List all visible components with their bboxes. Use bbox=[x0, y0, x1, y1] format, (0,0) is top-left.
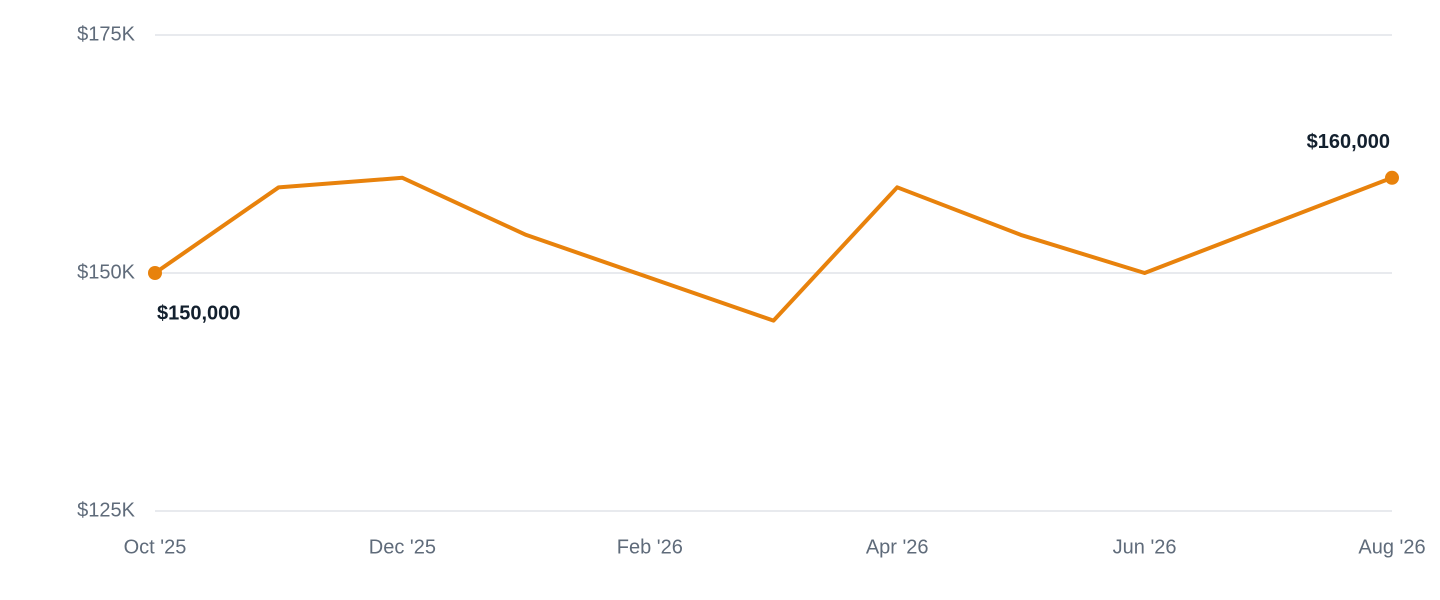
x-tick-label: Dec '25 bbox=[369, 536, 436, 558]
x-tick-label: Aug '26 bbox=[1358, 536, 1425, 558]
y-tick-label: $125K bbox=[77, 499, 135, 521]
x-tick-label: Apr '26 bbox=[866, 536, 929, 558]
x-tick-label: Oct '25 bbox=[124, 536, 187, 558]
point bbox=[148, 266, 162, 280]
value-label: $150,000 bbox=[157, 302, 240, 324]
x-tick-label: Jun '26 bbox=[1113, 536, 1177, 558]
y-tick-label: $175K bbox=[77, 23, 135, 45]
y-tick-label: $150K bbox=[77, 261, 135, 283]
value-label: $160,000 bbox=[1307, 131, 1390, 153]
x-tick-label: Feb '26 bbox=[617, 536, 683, 558]
point bbox=[1385, 170, 1399, 185]
line bbox=[153, 175, 1394, 323]
